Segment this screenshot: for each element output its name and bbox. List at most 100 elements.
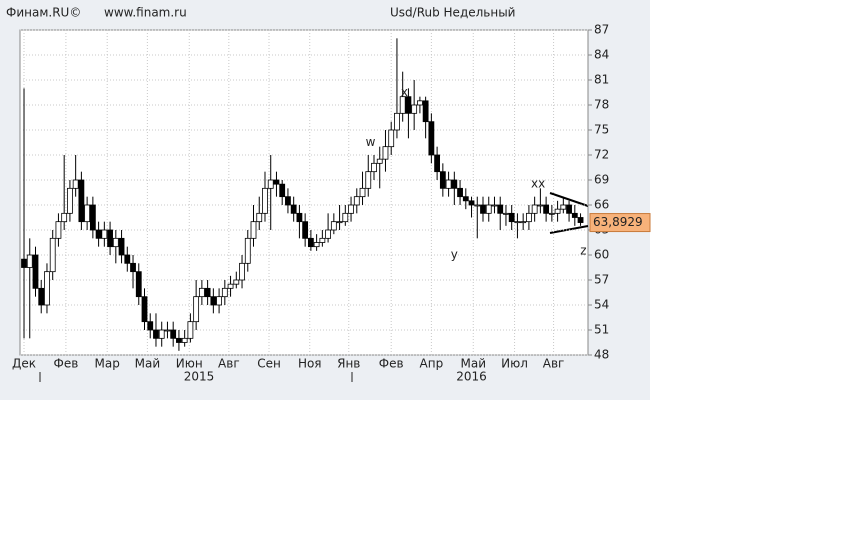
candle-body [554,208,561,214]
y-tick-label: 75 [594,123,609,137]
candle-body [130,262,136,273]
candle-body [84,204,91,223]
candle-body [210,296,217,306]
candle-body [107,229,113,248]
candle-body [577,217,584,223]
candle-body [520,221,527,224]
candle-body [462,196,469,202]
annotation: w [366,135,376,149]
candle-body [176,337,182,343]
candle-body [325,229,331,239]
candle-body [221,287,228,298]
candle-body [239,262,245,281]
x-tick-label: Авг [543,357,565,371]
candle-body [38,287,45,306]
candle-body [95,229,102,239]
candle-body [187,321,194,339]
candle-body [468,200,475,206]
candle-body [560,204,567,210]
candle-body [353,196,360,206]
year-label: 2015 [184,370,215,384]
candle-body [153,329,159,339]
y-tick-label: 66 [594,198,609,212]
x-tick-label: Май [460,357,486,371]
candle-body [319,237,326,243]
candle-body [376,158,383,164]
candle-body [147,321,154,331]
candle-body [307,237,314,248]
candle-body [216,296,222,306]
candle-body [273,179,280,185]
y-tick-label: 72 [594,148,609,162]
candle-body [434,154,441,173]
candle-body [411,104,418,114]
x-tick-label: Сен [257,357,281,371]
y-tick-label: 81 [594,73,609,87]
candle-body [405,96,412,114]
candle-body [399,96,406,114]
y-tick-label: 69 [594,173,609,187]
candle-body [296,212,303,223]
annotation: x [401,85,408,99]
last-price-tag [589,213,651,233]
x-tick-label: Фев [54,357,79,371]
chart-title: Usd/Rub Недельный [390,6,515,20]
candle-body [89,204,96,231]
y-tick-label: 78 [594,98,609,112]
candle-body [204,287,211,298]
candle-body [256,212,263,223]
candle-body [497,204,504,214]
candle-body [244,237,251,264]
candle-body [302,221,309,239]
candle-body [78,179,85,223]
y-tick-label: 48 [594,348,609,362]
x-tick-label: Фев [379,357,404,371]
x-tick-label: Ноя [298,357,322,371]
candle-body [548,212,555,215]
candle-body [508,212,515,223]
candle-body [101,229,108,239]
annotation: z [580,243,586,257]
candle-body [537,204,544,207]
candle-body [193,296,200,323]
x-tick-label: Авг [218,357,240,371]
candle-body [233,279,240,285]
y-tick-label: 60 [594,248,609,262]
year-label: 2016 [456,370,487,384]
candle-body [491,204,498,207]
candle-body [543,204,550,214]
candle-body [480,204,486,214]
x-tick-label: Июл [501,357,528,371]
candle-body [428,121,435,156]
x-tick-label: Июн [176,357,203,371]
x-tick-label: Дек [12,357,36,371]
candle-body [55,221,62,239]
candle-body [112,237,119,248]
candle-body [485,204,492,214]
candle-body [21,258,27,268]
candle-body [416,100,423,106]
site: www.finam.ru [104,6,187,20]
x-tick-label: Янв [337,357,360,371]
y-tick-label: 87 [594,23,609,37]
candle-body [262,187,268,214]
candle-body [32,254,39,289]
plot-area [19,29,589,356]
candle-body [342,212,349,223]
candle-body [336,221,343,224]
trend-line [549,192,589,207]
annotation: y [451,248,458,262]
candle-body [135,271,142,298]
candle-body [388,129,395,148]
candle-body [330,221,337,231]
candle-body [348,204,354,214]
y-tick-label: 54 [594,298,609,312]
candle-body [198,287,205,298]
last-price-label: 63,8929 [593,215,643,229]
candle-body [514,221,521,224]
candle-body [170,329,177,339]
candle-body [141,296,148,323]
candle-body [158,329,165,339]
candle-body [118,237,125,256]
